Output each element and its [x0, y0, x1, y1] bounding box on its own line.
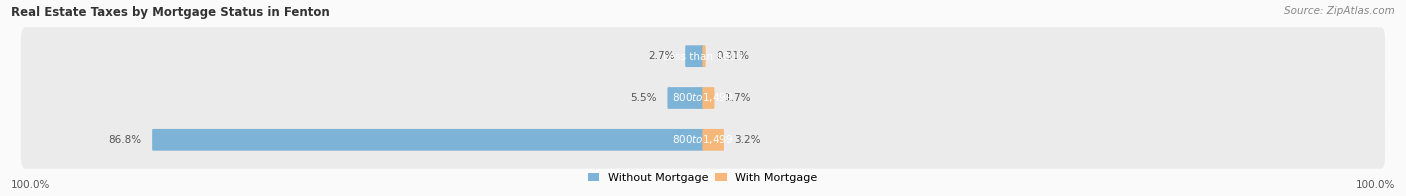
FancyBboxPatch shape: [703, 87, 714, 109]
Text: $800 to $1,499: $800 to $1,499: [672, 92, 734, 104]
FancyBboxPatch shape: [703, 129, 724, 151]
FancyBboxPatch shape: [21, 27, 1385, 85]
Text: Source: ZipAtlas.com: Source: ZipAtlas.com: [1284, 6, 1395, 16]
FancyBboxPatch shape: [21, 111, 1385, 169]
Text: 0.31%: 0.31%: [716, 51, 749, 61]
Text: 2.7%: 2.7%: [648, 51, 675, 61]
Text: Real Estate Taxes by Mortgage Status in Fenton: Real Estate Taxes by Mortgage Status in …: [11, 6, 330, 19]
Text: 86.8%: 86.8%: [108, 135, 142, 145]
FancyBboxPatch shape: [703, 45, 706, 67]
Text: $800 to $1,499: $800 to $1,499: [672, 133, 734, 146]
Text: 100.0%: 100.0%: [1355, 180, 1395, 190]
Text: 5.5%: 5.5%: [631, 93, 657, 103]
Text: Less than $800: Less than $800: [664, 51, 742, 61]
FancyBboxPatch shape: [21, 69, 1385, 127]
Legend: Without Mortgage, With Mortgage: Without Mortgage, With Mortgage: [588, 173, 818, 183]
FancyBboxPatch shape: [685, 45, 703, 67]
Text: 100.0%: 100.0%: [11, 180, 51, 190]
FancyBboxPatch shape: [152, 129, 703, 151]
Text: 1.7%: 1.7%: [725, 93, 751, 103]
Text: 3.2%: 3.2%: [734, 135, 761, 145]
FancyBboxPatch shape: [668, 87, 703, 109]
